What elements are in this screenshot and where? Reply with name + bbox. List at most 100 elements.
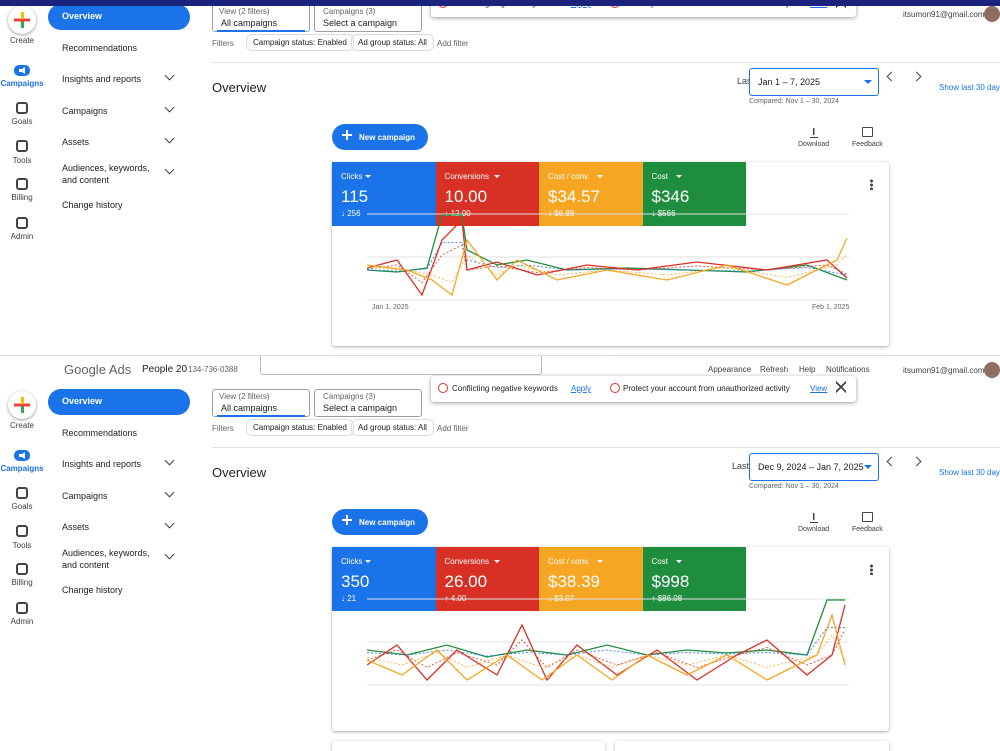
- rail-label[interactable]: Billing: [11, 193, 33, 202]
- more-menu[interactable]: [870, 179, 873, 190]
- menu-item[interactable]: Insights and reports: [62, 74, 142, 84]
- menu-item[interactable]: Change history: [62, 200, 123, 210]
- campaign-selector[interactable]: Campaigns (3) Select a campaign: [314, 4, 422, 32]
- notice-action[interactable]: View: [810, 384, 828, 393]
- chevron[interactable]: [164, 102, 175, 113]
- metric-value: $34.57: [548, 187, 600, 206]
- metric-tile[interactable]: Cost $346 ↓ $566: [642, 162, 746, 226]
- rail-label[interactable]: Billing: [11, 578, 33, 587]
- menu-item[interactable]: Overview: [62, 11, 103, 21]
- campaign-value: Select a campaign: [323, 18, 398, 28]
- rail-label[interactable]: Create: [9, 421, 34, 430]
- panel: itsumon91@gmail.com Create Campaigns Goals T…: [0, 0, 1000, 355]
- add-filter[interactable]: Add filter: [437, 39, 469, 48]
- rail-label[interactable]: Tools: [12, 156, 32, 165]
- chevron[interactable]: [164, 133, 175, 144]
- create-button[interactable]: [8, 391, 36, 419]
- rail-label[interactable]: Admin: [10, 617, 34, 626]
- chevron[interactable]: [164, 518, 175, 529]
- plus-icon: [14, 12, 30, 28]
- header-item[interactable]: Notifications: [826, 365, 870, 374]
- date-selector[interactable]: Dec 9, 2024 – Jan 7, 2025: [749, 453, 879, 481]
- next-button[interactable]: [911, 456, 922, 467]
- download-icon[interactable]: [810, 128, 818, 138]
- icon-shape: [16, 217, 28, 229]
- feedback-icon[interactable]: [862, 127, 873, 137]
- metric-label: Cost: [651, 557, 668, 566]
- avatar[interactable]: [984, 6, 1000, 22]
- add-filter[interactable]: Add filter: [437, 424, 469, 433]
- show-more-link[interactable]: Show last 30 days: [939, 83, 1000, 92]
- icon-shape: [16, 602, 28, 614]
- feedback-label[interactable]: Feedback: [852, 526, 883, 533]
- create-button[interactable]: [8, 6, 36, 34]
- header-item[interactable]: Help: [799, 365, 816, 374]
- metric-label: Cost: [651, 172, 668, 181]
- metric-label: Clicks: [341, 172, 363, 181]
- chevron[interactable]: [164, 455, 175, 466]
- menu-item[interactable]: Audiences, keywords, and content: [62, 163, 150, 185]
- campaign-selector[interactable]: Campaigns (3) Select a campaign: [314, 389, 422, 417]
- rail-label[interactable]: Campaigns: [0, 79, 44, 88]
- new-campaign-button[interactable]: New campaign: [332, 509, 428, 535]
- rail-label[interactable]: Create: [9, 36, 34, 45]
- feedback-label[interactable]: Feedback: [852, 141, 883, 148]
- view-value: All campaigns: [221, 403, 278, 413]
- prev-button[interactable]: [886, 456, 897, 467]
- account-id: 134-736-0388: [188, 365, 238, 374]
- menu-item[interactable]: Recommendations: [62, 43, 138, 53]
- date-range: Jan 1 – 7, 2025: [758, 77, 821, 87]
- view-label: View (2 filters): [219, 392, 270, 401]
- metric-tile[interactable]: Clicks 350 ↓ 21: [332, 547, 436, 611]
- filter-chip[interactable]: Campaign status: Enabled: [246, 419, 354, 436]
- menu-item[interactable]: Recommendations: [62, 428, 138, 438]
- menu-item[interactable]: Campaigns: [62, 491, 108, 501]
- menu-item[interactable]: Assets: [62, 137, 90, 147]
- download-icon[interactable]: [810, 513, 818, 523]
- view-selector[interactable]: View (2 filters) All campaigns: [212, 4, 310, 32]
- rail-label[interactable]: Admin: [10, 232, 34, 241]
- plus-icon: [14, 397, 30, 413]
- menu-item[interactable]: Assets: [62, 522, 90, 532]
- trend-line: [367, 214, 848, 281]
- rail-label[interactable]: Campaigns: [0, 464, 44, 473]
- menu-item[interactable]: Campaigns: [62, 106, 108, 116]
- download-label[interactable]: Download: [798, 141, 830, 148]
- filter-chip[interactable]: Campaign status: Enabled: [246, 34, 354, 51]
- rail-label[interactable]: Goals: [11, 117, 33, 126]
- menu-item[interactable]: Overview: [62, 396, 103, 406]
- filter-chip[interactable]: Ad group status: All: [351, 34, 434, 51]
- prev-button[interactable]: [886, 71, 897, 82]
- chart-date: Feb 1, 2025: [812, 304, 850, 311]
- trend-line: [367, 218, 848, 297]
- icon-shape: [19, 67, 25, 74]
- header-item[interactable]: Refresh: [760, 365, 789, 374]
- metric-label: Cost / conv.: [548, 557, 590, 566]
- metric-tile[interactable]: Clicks 115 ↓ 256: [332, 162, 436, 226]
- chevron[interactable]: [164, 70, 175, 81]
- avatar[interactable]: [984, 362, 1000, 378]
- feedback-icon[interactable]: [862, 512, 873, 522]
- next-button[interactable]: [911, 71, 922, 82]
- chart-date: Jan 1, 2025: [372, 304, 409, 311]
- metric-value: 26.00: [444, 572, 488, 591]
- notice-action[interactable]: Apply: [571, 384, 592, 393]
- menu-item[interactable]: Audiences, keywords, and content: [62, 548, 150, 570]
- header-item[interactable]: Appearance: [708, 365, 752, 374]
- filter-chip[interactable]: Ad group status: All: [351, 419, 434, 436]
- show-more-link[interactable]: Show last 30 days: [939, 468, 1000, 477]
- download-label[interactable]: Download: [798, 526, 830, 533]
- menu-item[interactable]: Change history: [62, 585, 123, 595]
- rail-label[interactable]: Goals: [11, 502, 33, 511]
- close-icon[interactable]: [836, 381, 846, 393]
- rail-label[interactable]: Tools: [12, 541, 32, 550]
- menu-item[interactable]: Insights and reports: [62, 459, 142, 469]
- chevron[interactable]: [164, 487, 175, 498]
- new-campaign-button[interactable]: New campaign: [332, 124, 428, 150]
- plus: [342, 515, 352, 525]
- date-selector[interactable]: Jan 1 – 7, 2025: [749, 68, 879, 96]
- more-menu[interactable]: [870, 564, 873, 575]
- campaign-label: Campaigns (3): [323, 392, 376, 401]
- view-selector[interactable]: View (2 filters) All campaigns: [212, 389, 310, 417]
